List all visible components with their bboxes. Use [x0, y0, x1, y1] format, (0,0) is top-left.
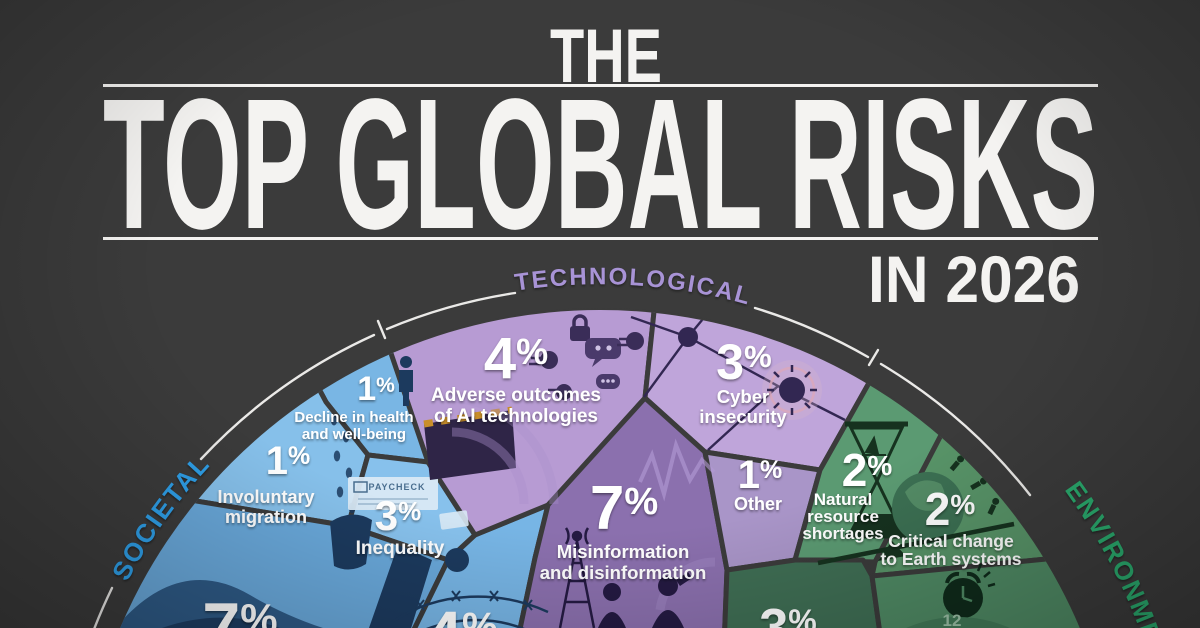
- guide-arc-1: [93, 586, 114, 628]
- page-title: TOP GLOBAL RISKS: [103, 61, 1098, 268]
- misinfo-percent: 7%: [590, 474, 658, 543]
- guide-arc-5: [879, 362, 1032, 497]
- barbed-wire-icon: [391, 590, 549, 628]
- network-illustration: [630, 310, 846, 451]
- paycheck-illustration: PAYCHECK: [330, 477, 469, 572]
- hourglass-icon: [845, 421, 908, 539]
- chat-bubble-icon: [585, 338, 621, 389]
- decline-label: Decline in health: [294, 409, 413, 426]
- person-icon: [399, 356, 413, 406]
- footprints-icon: [330, 414, 356, 514]
- radio-tower-icon: [558, 527, 596, 628]
- inequality-percent: 3%: [375, 492, 421, 539]
- ai-illustration: [423, 314, 644, 480]
- decline-percent: 1%: [357, 370, 395, 408]
- falling-people-icons: [949, 455, 1000, 516]
- involuntary-percent: 1%: [266, 439, 310, 483]
- guide-arc-4: [753, 306, 870, 359]
- earth-illustration: [817, 455, 1015, 618]
- guide-tick-left: [376, 319, 387, 340]
- segment-labels: 1% Decline in health and well-being 1% I…: [202, 326, 1021, 628]
- people-silhouettes: [598, 572, 692, 628]
- involuntary-label: Involuntary: [217, 487, 314, 507]
- ai-label2: of AI technologies: [434, 406, 598, 427]
- decline-label2: and well-being: [302, 426, 406, 443]
- clock-face-illustration: 12: [830, 611, 1086, 628]
- societal7-percent: 7%: [202, 589, 277, 628]
- involuntary-label2: migration: [225, 507, 307, 527]
- clock-numeral: 12: [943, 611, 962, 628]
- virus-icon: [762, 360, 822, 420]
- guide-arc-2: [199, 333, 376, 461]
- broadcast-illustration: [447, 393, 716, 628]
- title-year: IN 2026: [868, 242, 1080, 316]
- category-label-technological: TECHNOLOGICAL: [513, 263, 755, 311]
- natural-label3: shortages: [802, 524, 883, 543]
- ai-label: Adverse outcomes: [431, 385, 601, 406]
- face-icons: [529, 332, 644, 400]
- inequality-label: Inequality: [356, 538, 445, 559]
- paycheck-text: PAYCHECK: [368, 482, 425, 492]
- env3-percent: 3%: [759, 599, 816, 628]
- alarm-clock-icon: [943, 563, 996, 618]
- misinfo-label2: and disinformation: [540, 562, 707, 583]
- natural-label2: resource: [807, 507, 879, 526]
- cyber-percent: 3%: [716, 334, 771, 390]
- category-label-environmental: ENVIRONMENTAL: [1059, 476, 1188, 628]
- societal4-percent: 4%: [426, 598, 497, 628]
- other-label: Other: [734, 494, 782, 514]
- risk-wheel: PAYCHECK: [97, 308, 1098, 628]
- title-block: THE TOP GLOBAL RISKS IN 2026: [103, 14, 1098, 316]
- natural-label: Natural: [814, 490, 873, 509]
- natural-percent: 2%: [842, 444, 893, 496]
- cyber-label: Cyber: [717, 386, 769, 407]
- seesaw-icon: [817, 521, 1015, 566]
- critical-label: Critical change: [888, 531, 1014, 551]
- critical-label2: to Earth systems: [880, 549, 1021, 569]
- misinfo-label: Misinformation: [557, 541, 690, 562]
- coin-icon: [445, 548, 469, 572]
- ai-percent: 4%: [484, 326, 548, 391]
- guide-tick-right: [867, 348, 880, 367]
- critical-percent: 2%: [925, 483, 976, 535]
- title-divider-bottom: [103, 237, 1098, 240]
- title-divider-top: [103, 84, 1098, 87]
- hand-icon: [330, 514, 372, 570]
- cyber-label2: insecurity: [699, 406, 787, 427]
- guide-arc-3: [385, 291, 517, 331]
- crowd-illustration: [100, 545, 432, 628]
- other-percent: 1%: [738, 453, 782, 497]
- lock-icon: [570, 314, 590, 341]
